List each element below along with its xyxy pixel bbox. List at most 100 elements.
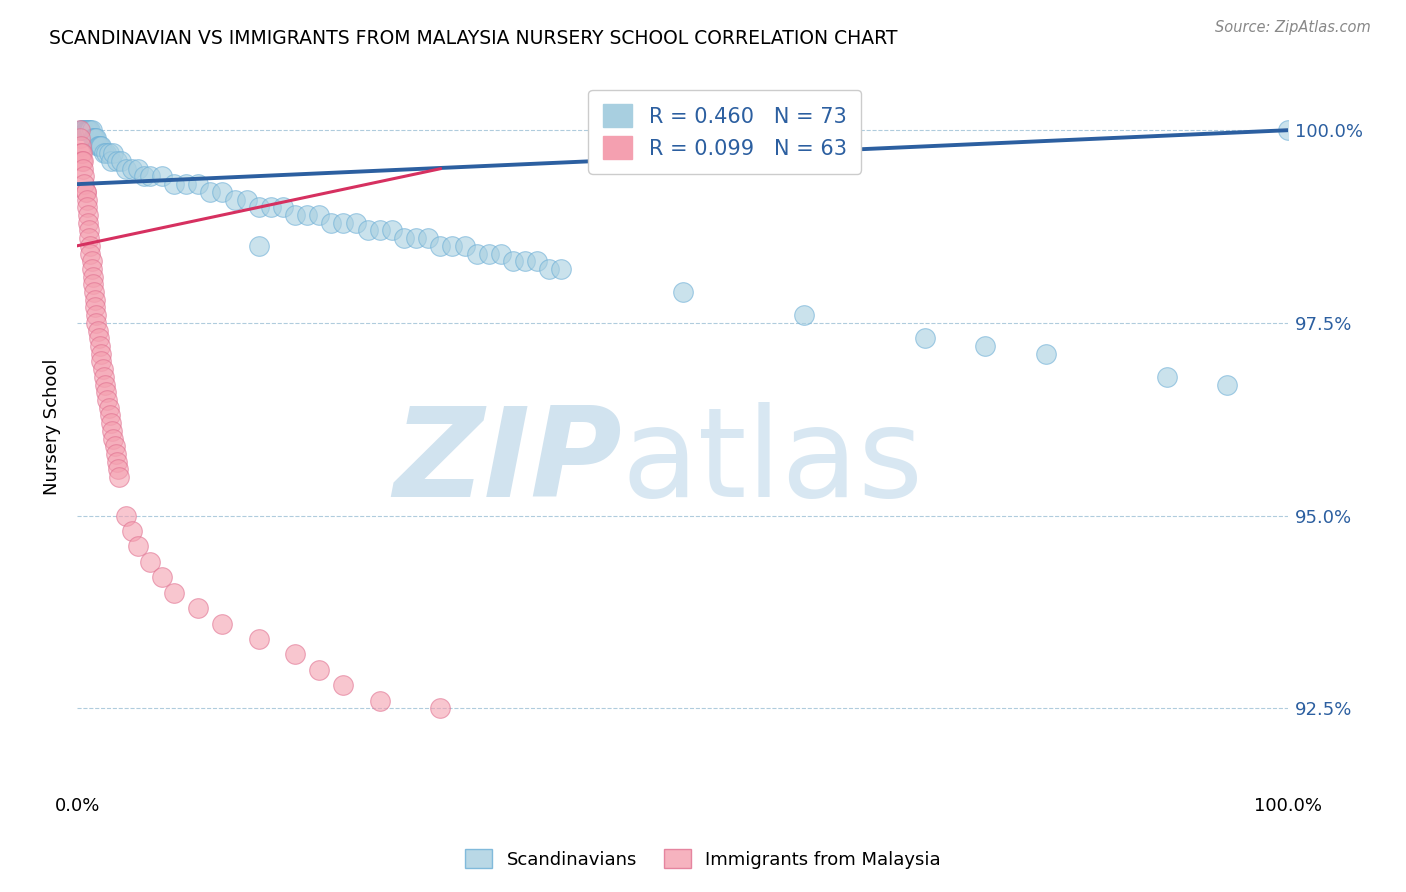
Text: SCANDINAVIAN VS IMMIGRANTS FROM MALAYSIA NURSERY SCHOOL CORRELATION CHART: SCANDINAVIAN VS IMMIGRANTS FROM MALAYSIA… — [49, 29, 897, 47]
Point — [1277, 123, 1299, 137]
Point — [139, 555, 162, 569]
Point — [104, 447, 127, 461]
Point — [247, 632, 270, 646]
Point — [97, 146, 120, 161]
Point — [73, 177, 96, 191]
Point — [429, 239, 451, 253]
Point — [429, 701, 451, 715]
Point — [127, 161, 149, 176]
Point — [550, 262, 572, 277]
Point — [77, 223, 100, 237]
Point — [526, 254, 548, 268]
Point — [200, 185, 222, 199]
Point — [284, 648, 307, 662]
Point — [247, 239, 270, 253]
Point — [914, 331, 936, 345]
Point — [271, 200, 294, 214]
Point — [368, 223, 391, 237]
Point — [163, 585, 186, 599]
Point — [284, 208, 307, 222]
Point — [150, 570, 173, 584]
Text: Source: ZipAtlas.com: Source: ZipAtlas.com — [1215, 20, 1371, 35]
Point — [90, 354, 112, 368]
Point — [368, 693, 391, 707]
Point — [69, 131, 91, 145]
Point — [82, 269, 104, 284]
Point — [70, 154, 93, 169]
Point — [105, 154, 128, 169]
Point — [308, 208, 330, 222]
Point — [80, 123, 103, 137]
Point — [97, 401, 120, 415]
Point — [150, 169, 173, 184]
Point — [381, 223, 404, 237]
Point — [121, 161, 143, 176]
Point — [76, 200, 98, 214]
Point — [83, 285, 105, 299]
Point — [974, 339, 997, 353]
Point — [121, 524, 143, 538]
Point — [308, 663, 330, 677]
Point — [77, 208, 100, 222]
Point — [332, 216, 354, 230]
Point — [96, 392, 118, 407]
Point — [69, 123, 91, 137]
Point — [80, 262, 103, 277]
Point — [1156, 370, 1178, 384]
Point — [73, 169, 96, 184]
Point — [82, 131, 104, 145]
Point — [76, 123, 98, 137]
Point — [90, 138, 112, 153]
Point — [80, 254, 103, 268]
Point — [187, 601, 209, 615]
Point — [84, 301, 107, 315]
Point — [260, 200, 283, 214]
Text: atlas: atlas — [621, 402, 924, 524]
Point — [247, 200, 270, 214]
Point — [139, 169, 162, 184]
Point — [94, 385, 117, 400]
Point — [87, 138, 110, 153]
Point — [70, 123, 93, 137]
Point — [489, 246, 512, 260]
Point — [441, 239, 464, 253]
Point — [72, 154, 94, 169]
Point — [70, 146, 93, 161]
Point — [478, 246, 501, 260]
Point — [100, 416, 122, 430]
Point — [75, 123, 97, 137]
Point — [502, 254, 524, 268]
Point — [73, 123, 96, 137]
Point — [357, 223, 380, 237]
Y-axis label: Nursery School: Nursery School — [44, 359, 60, 495]
Point — [84, 131, 107, 145]
Point — [69, 146, 91, 161]
Point — [321, 216, 343, 230]
Point — [174, 177, 197, 191]
Point — [77, 216, 100, 230]
Point — [86, 324, 108, 338]
Point — [104, 439, 127, 453]
Point — [77, 231, 100, 245]
Point — [79, 239, 101, 253]
Point — [108, 470, 131, 484]
Point — [107, 462, 129, 476]
Point — [94, 377, 117, 392]
Point — [392, 231, 415, 245]
Point — [1035, 347, 1057, 361]
Point — [72, 161, 94, 176]
Point — [344, 216, 367, 230]
Text: ZIP: ZIP — [394, 402, 621, 524]
Point — [75, 185, 97, 199]
Point — [94, 146, 117, 161]
Point — [211, 616, 233, 631]
Point — [83, 131, 105, 145]
Legend: R = 0.460   N = 73, R = 0.099   N = 63: R = 0.460 N = 73, R = 0.099 N = 63 — [588, 90, 862, 174]
Point — [93, 370, 115, 384]
Point — [211, 185, 233, 199]
Point — [72, 123, 94, 137]
Point — [538, 262, 561, 277]
Point — [332, 678, 354, 692]
Legend: Scandinavians, Immigrants from Malaysia: Scandinavians, Immigrants from Malaysia — [458, 842, 948, 876]
Point — [86, 138, 108, 153]
